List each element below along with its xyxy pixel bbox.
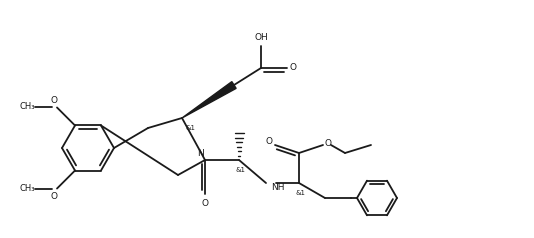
Polygon shape [182,82,236,118]
Text: NH: NH [271,183,285,192]
Text: O: O [51,192,58,201]
Text: &1: &1 [296,190,306,196]
Text: CH₃: CH₃ [19,184,35,193]
Text: O: O [51,96,58,105]
Text: O: O [325,139,332,148]
Text: O: O [265,138,272,147]
Text: &1: &1 [185,125,195,131]
Text: O: O [289,64,296,73]
Text: N: N [197,149,203,159]
Text: O: O [201,198,208,208]
Text: &1: &1 [236,167,246,173]
Text: CH₃: CH₃ [19,102,35,111]
Text: OH: OH [254,34,268,43]
